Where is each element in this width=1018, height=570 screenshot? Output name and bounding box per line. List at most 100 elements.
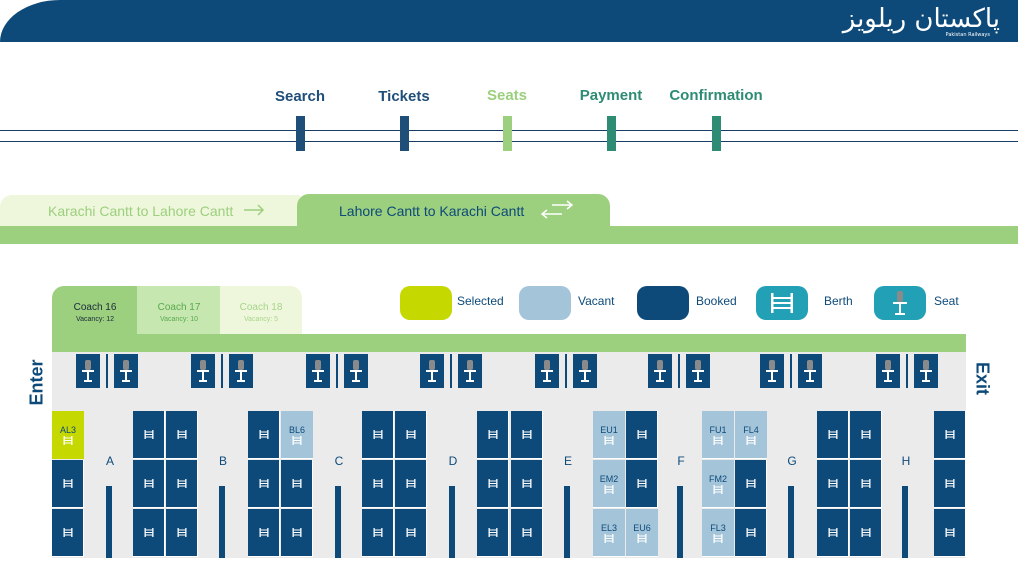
berth-icon (522, 430, 532, 439)
berth-booked[interactable] (735, 460, 767, 508)
berth-booked[interactable] (850, 411, 882, 459)
berth-booked[interactable] (248, 411, 280, 459)
berth-booked[interactable] (52, 509, 84, 557)
berth-fu1[interactable]: FU1 (702, 411, 734, 459)
berth-booked[interactable] (362, 460, 394, 508)
seat[interactable] (306, 354, 330, 388)
seat[interactable] (914, 354, 938, 388)
seat[interactable] (114, 354, 138, 388)
seat[interactable] (798, 354, 822, 388)
berth-booked[interactable] (850, 460, 882, 508)
step-payment[interactable]: Payment (579, 87, 643, 104)
bay-table (449, 486, 455, 558)
berth-bl6[interactable]: BL6 (281, 411, 313, 459)
berth-booked[interactable] (248, 509, 280, 557)
berth-icon (488, 479, 498, 488)
berth-label: FU1 (709, 424, 727, 435)
berth-booked[interactable] (248, 460, 280, 508)
berth-booked[interactable] (511, 460, 543, 508)
berth-booked[interactable] (934, 509, 966, 557)
berth-booked[interactable] (362, 411, 394, 459)
exit-label-text: Exit (972, 361, 993, 395)
seat[interactable] (876, 354, 900, 388)
seat[interactable] (573, 354, 597, 388)
berth-booked[interactable] (166, 509, 198, 557)
seat[interactable] (458, 354, 482, 388)
berth-icon (713, 435, 723, 445)
seat-icon (350, 360, 362, 382)
berth-booked[interactable] (281, 509, 313, 557)
route-strip (0, 226, 1018, 244)
berth-booked[interactable] (395, 411, 427, 459)
berth-icon (259, 479, 269, 488)
berth-icon (63, 528, 73, 537)
berth-icon (522, 528, 532, 537)
berth-booked[interactable] (477, 460, 509, 508)
berth-icon (144, 430, 154, 439)
berth-booked[interactable] (817, 460, 849, 508)
berth-fl3[interactable]: FL3 (702, 509, 734, 557)
berth-booked[interactable] (735, 509, 767, 557)
route-tab-karachi-to-lahore[interactable]: Karachi Cantt to Lahore Cantt (0, 195, 300, 227)
berth-fl4[interactable]: FL4 (735, 411, 767, 459)
berth-icon (604, 484, 614, 494)
berth-icon (861, 479, 871, 488)
berth-booked[interactable] (362, 509, 394, 557)
berth-booked[interactable] (817, 411, 849, 459)
berth-booked[interactable] (511, 509, 543, 557)
seat[interactable] (420, 354, 444, 388)
berth-fm2[interactable]: FM2 (702, 460, 734, 508)
berth-booked[interactable] (133, 460, 165, 508)
coach-tab-coach-17[interactable]: Coach 17 Vacancy: 10 (137, 286, 221, 334)
header-bar: پاکستان ریلویز Pakistan Railways (0, 0, 1018, 42)
berth-booked[interactable] (395, 460, 427, 508)
seat[interactable] (229, 354, 253, 388)
seat[interactable] (191, 354, 215, 388)
berth-icon (604, 533, 614, 543)
berth-booked[interactable] (511, 411, 543, 459)
berth-icon (746, 479, 756, 488)
berth-booked[interactable] (52, 460, 84, 508)
seat[interactable] (76, 354, 100, 388)
berth-el3[interactable]: EL3 (593, 509, 625, 557)
berth-icon (373, 479, 383, 488)
berth-booked[interactable] (934, 460, 966, 508)
seat[interactable] (535, 354, 559, 388)
berth-booked[interactable] (817, 509, 849, 557)
berth-booked[interactable] (281, 460, 313, 508)
berth-icon (63, 479, 73, 488)
pakistan-railways-logo[interactable]: پاکستان ریلویز Pakistan Railways (843, 4, 1000, 38)
berth-booked[interactable] (477, 411, 509, 459)
seat[interactable] (760, 354, 784, 388)
berth-booked[interactable] (133, 509, 165, 557)
berth-booked[interactable] (166, 411, 198, 459)
step-search[interactable]: Search (274, 88, 326, 105)
berth-booked[interactable] (850, 509, 882, 557)
berth-booked[interactable] (626, 460, 658, 508)
berth-booked[interactable] (133, 411, 165, 459)
step-tickets[interactable]: Tickets (378, 88, 430, 105)
berth-al3[interactable]: AL3 (52, 411, 84, 459)
coach-tab-coach-16[interactable]: Coach 16 Vacancy: 12 (52, 286, 138, 334)
coach-tab-coach-18[interactable]: Coach 18 Vacancy: 5 (220, 286, 302, 334)
step-seats[interactable]: Seats (486, 87, 528, 104)
berth-em2[interactable]: EM2 (593, 460, 625, 508)
step-confirmation[interactable]: Confirmation (669, 87, 763, 104)
seat[interactable] (648, 354, 672, 388)
berth-booked[interactable] (395, 509, 427, 557)
berth-eu6[interactable]: EU6 (626, 509, 658, 557)
berth-booked[interactable] (477, 509, 509, 557)
seat-icon (197, 360, 209, 382)
berth-icon (945, 528, 955, 537)
route-tab-lahore-to-karachi[interactable]: Lahore Cantt to Karachi Cantt (297, 194, 610, 228)
seat[interactable] (344, 354, 368, 388)
berth-booked[interactable] (166, 460, 198, 508)
berth-booked[interactable] (934, 411, 966, 459)
seat[interactable] (686, 354, 710, 388)
berth-booked[interactable] (626, 411, 658, 459)
berth-eu1[interactable]: EU1 (593, 411, 625, 459)
coach-roof (52, 334, 966, 352)
seat-icon (882, 360, 894, 382)
berth-icon (292, 435, 302, 445)
coach-name: Coach 17 (157, 302, 201, 313)
